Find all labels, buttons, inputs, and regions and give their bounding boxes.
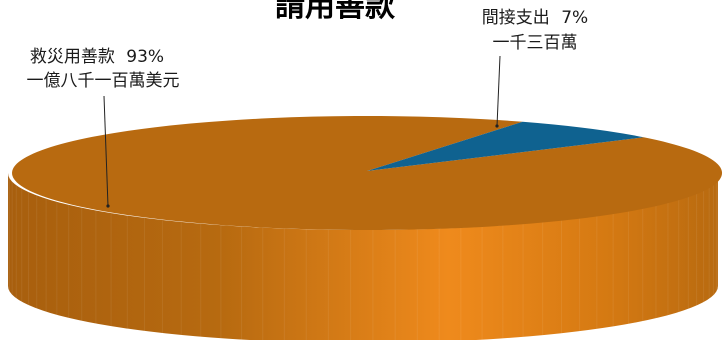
chart-title: 請用善款 — [275, 0, 396, 24]
slice-indirect-costs — [367, 121, 644, 171]
pie-side-wall — [8, 173, 718, 340]
leader-line-indirect — [496, 55, 501, 127]
pie-body — [7, 116, 723, 340]
slice-label-relief: 救災用善款 93% — [30, 47, 164, 67]
label-indirect-costs: 間接支出 7% 一千三百萬 — [482, 8, 588, 128]
leader-line-relief — [103, 95, 109, 207]
slice-name-relief: 救災用善款 — [30, 47, 115, 67]
slice-amount-indirect: 一千三百萬 — [493, 33, 578, 53]
slice-percent-indirect: 7% — [561, 8, 588, 28]
slice-percent-relief: 93% — [126, 47, 164, 67]
leader-dot-indirect — [495, 124, 499, 128]
pie-side-shading — [7, 174, 719, 340]
slice-amount-relief: 一億八千一百萬美元 — [27, 71, 180, 91]
slice-label-indirect: 間接支出 7% — [482, 8, 588, 28]
label-relief-donations: 救災用善款 93% 一億八千一百萬美元 — [27, 47, 180, 208]
slice-relief-donations — [12, 116, 723, 231]
leader-dot-relief — [106, 204, 110, 208]
slice-name-indirect: 間接支出 — [482, 8, 550, 28]
